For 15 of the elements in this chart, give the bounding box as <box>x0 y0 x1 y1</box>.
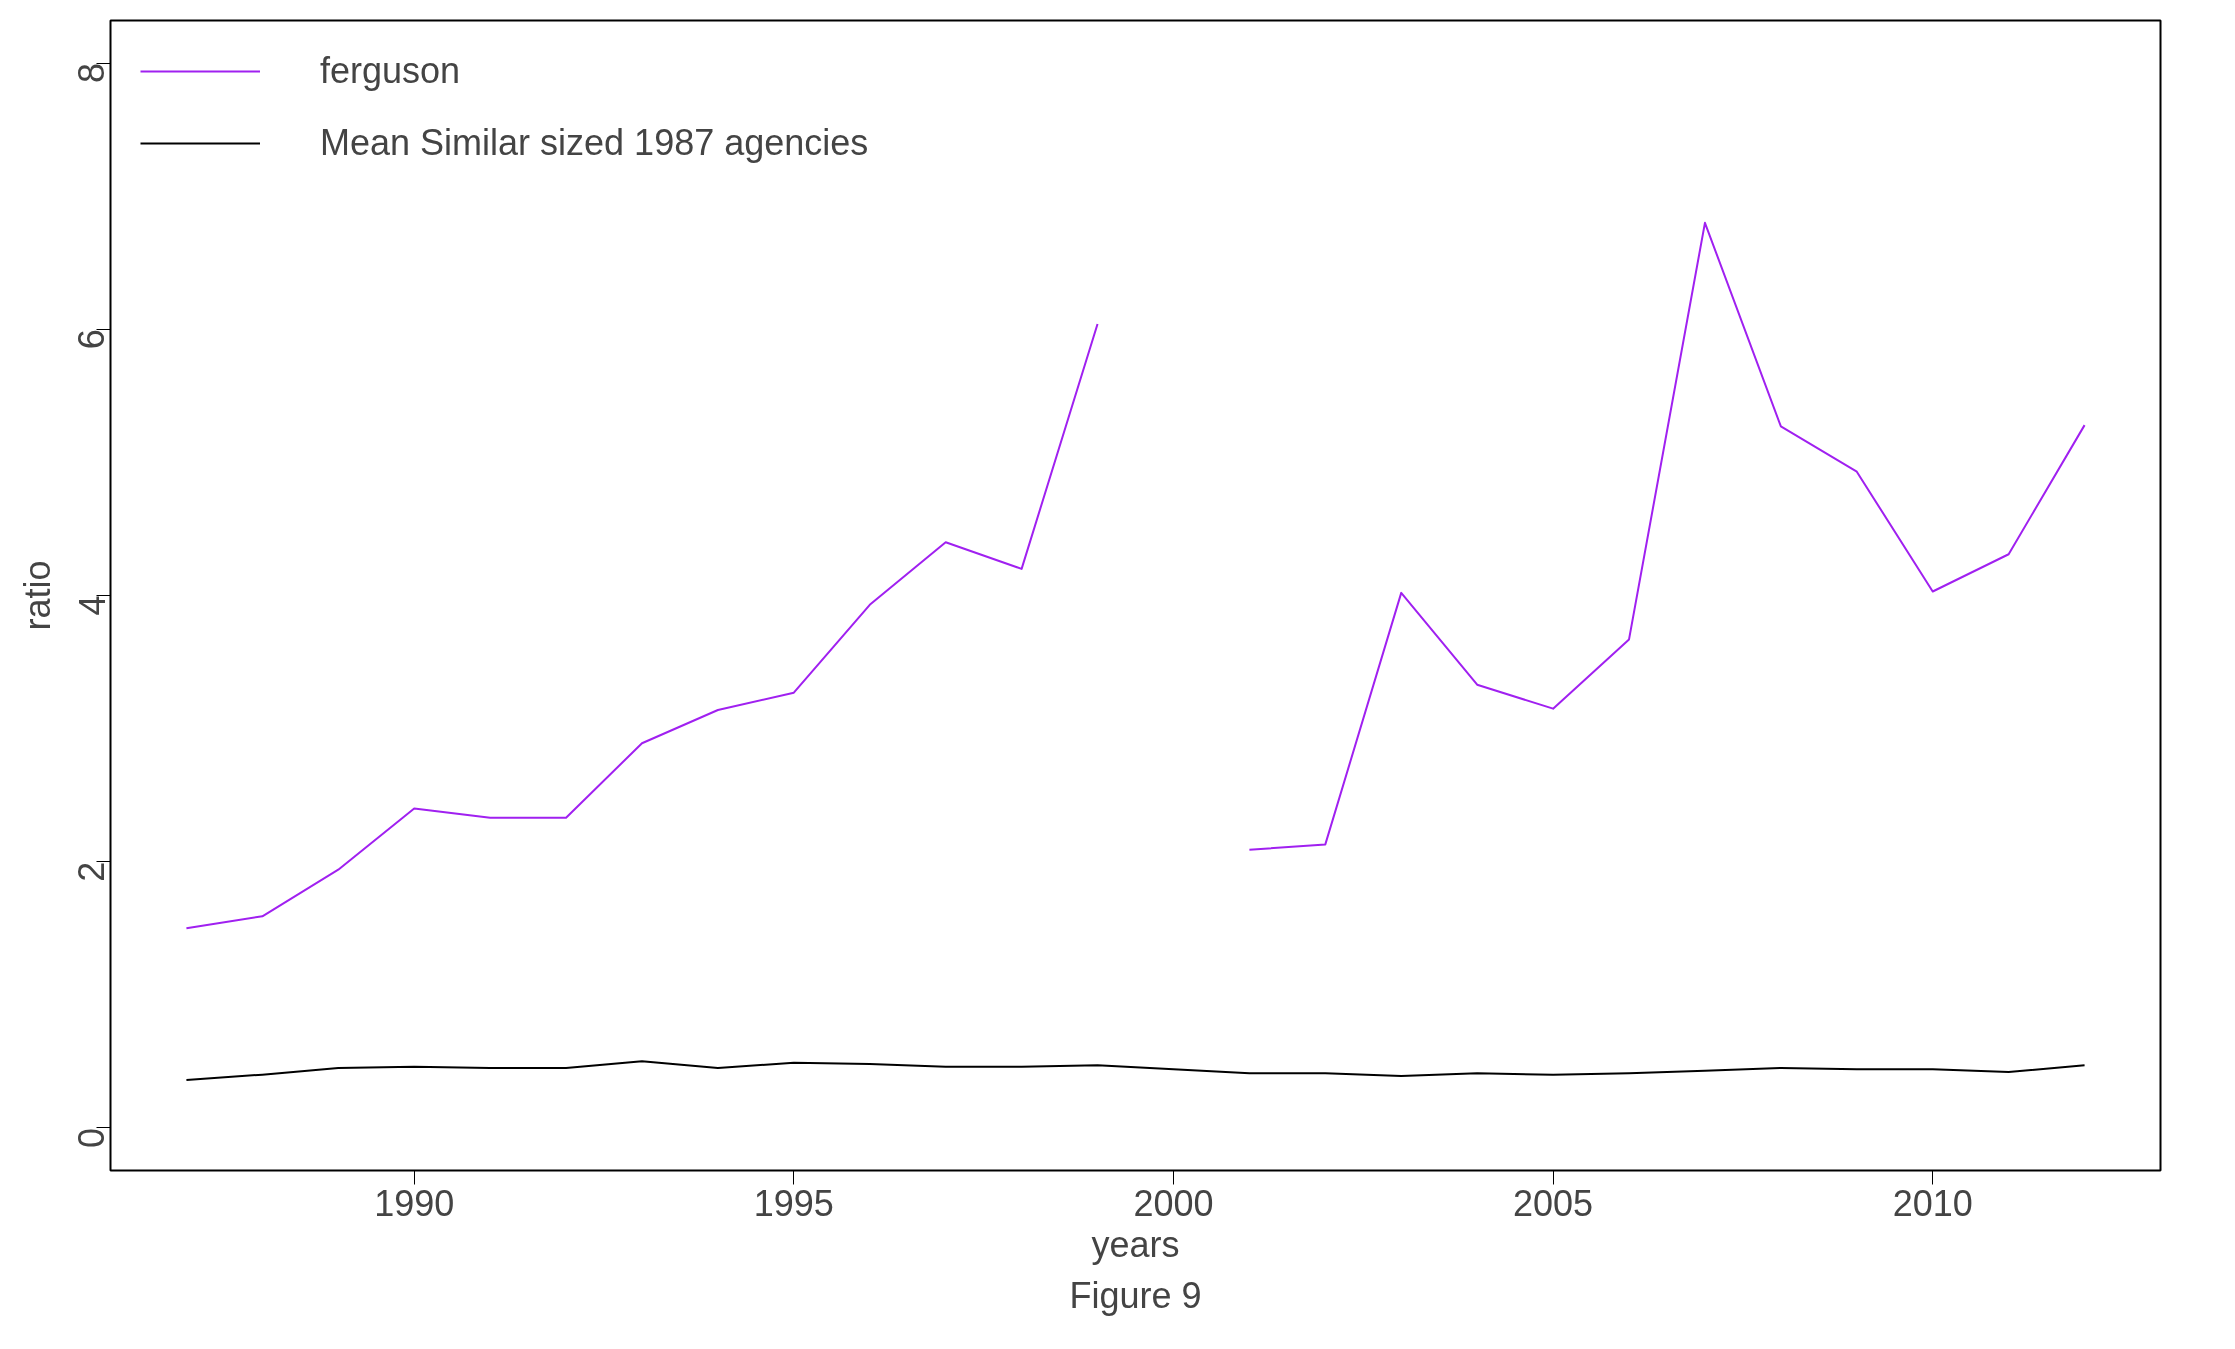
x-tick-label: 2005 <box>1513 1182 1594 1224</box>
x-tick-label: 1995 <box>753 1182 834 1224</box>
y-tick-label: 4 <box>71 595 113 616</box>
x-axis-title: years <box>1091 1223 1180 1265</box>
y-tick-label: 8 <box>71 63 113 84</box>
legend-label: ferguson <box>320 50 461 92</box>
caption: Figure 9 <box>1069 1274 1202 1316</box>
x-tick-label: 1990 <box>374 1182 455 1224</box>
x-tick-label: 2000 <box>1133 1182 1214 1224</box>
x-tick-label: 2010 <box>1892 1182 1973 1224</box>
y-axis-title: ratio <box>16 560 58 631</box>
legend-label: Mean Similar sized 1987 agencies <box>320 122 869 164</box>
y-tick-label: 2 <box>71 861 113 882</box>
y-tick-label: 0 <box>71 1127 113 1148</box>
y-tick-label: 6 <box>71 329 113 350</box>
